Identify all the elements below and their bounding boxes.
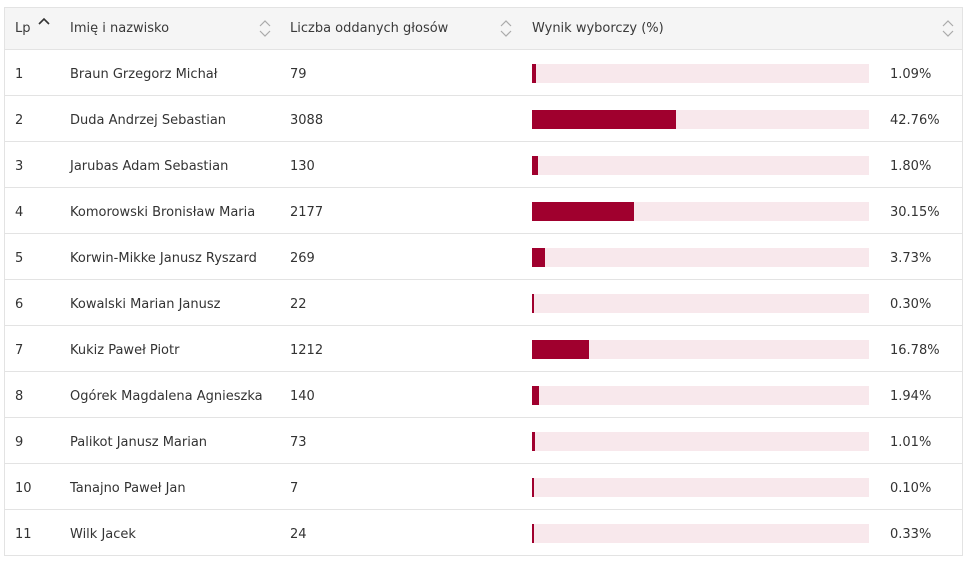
sort-ascending-icon[interactable]: [37, 15, 51, 27]
cell-lp: 3: [15, 159, 24, 174]
cell-result-percent: 1.01%: [890, 435, 932, 450]
result-bar-fill: [532, 524, 534, 543]
cell-result-percent: 42.76%: [890, 113, 940, 128]
result-bar-track: [532, 478, 869, 497]
cell-name: Duda Andrzej Sebastian: [70, 113, 227, 128]
cell-votes: 22: [290, 297, 307, 312]
cell-lp: 4: [15, 205, 24, 220]
cell-result-percent: 16.78%: [890, 343, 940, 358]
cell-name: Korwin-Mikke Janusz Ryszard: [70, 251, 257, 266]
cell-lp: 11: [15, 527, 32, 542]
table-row: 7 Kukiz Paweł Piotr 1212 16.78%: [5, 326, 962, 372]
cell-votes: 140: [290, 389, 315, 404]
cell-result-percent: 3.73%: [890, 251, 932, 266]
cell-result-percent: 30.15%: [890, 205, 940, 220]
cell-name: Kukiz Paweł Piotr: [70, 343, 180, 358]
result-bar-track: [532, 524, 869, 543]
cell-votes: 1212: [290, 343, 324, 358]
cell-result-percent: 1.80%: [890, 159, 932, 174]
cell-lp: 7: [15, 343, 24, 358]
result-bar-track: [532, 110, 869, 129]
cell-lp: 2: [15, 113, 24, 128]
result-bar-track: [532, 156, 869, 175]
cell-votes: 3088: [290, 113, 324, 128]
column-header-name[interactable]: Imię i nazwisko: [70, 8, 169, 49]
cell-lp: 1: [15, 67, 24, 82]
cell-lp: 5: [15, 251, 24, 266]
cell-result-percent: 0.30%: [890, 297, 932, 312]
result-bar-fill: [532, 64, 536, 83]
column-header-votes-label: Liczba oddanych głosów: [290, 21, 449, 36]
cell-name: Kowalski Marian Janusz: [70, 297, 221, 312]
cell-name: Palikot Janusz Marian: [70, 435, 208, 450]
cell-votes: 269: [290, 251, 315, 266]
result-bar-fill: [532, 386, 539, 405]
column-header-lp-label: Lp: [15, 21, 31, 36]
cell-votes: 2177: [290, 205, 324, 220]
cell-result-percent: 0.10%: [890, 481, 932, 496]
result-bar-track: [532, 432, 869, 451]
cell-name: Braun Grzegorz Michał: [70, 67, 218, 82]
table-row: 10 Tanajno Paweł Jan 7 0.10%: [5, 464, 962, 510]
result-bar-fill: [532, 478, 534, 497]
table-row: 4 Komorowski Bronisław Maria 2177 30.15%: [5, 188, 962, 234]
cell-name: Komorowski Bronisław Maria: [70, 205, 256, 220]
cell-result-percent: 0.33%: [890, 527, 932, 542]
result-bar-track: [532, 340, 869, 359]
cell-lp: 9: [15, 435, 24, 450]
column-header-votes[interactable]: Liczba oddanych głosów: [290, 8, 448, 49]
cell-votes: 79: [290, 67, 307, 82]
result-bar-fill: [532, 340, 589, 359]
table-row: 1 Braun Grzegorz Michał 79 1.09%: [5, 50, 962, 96]
cell-votes: 24: [290, 527, 307, 542]
table-row: 3 Jarubas Adam Sebastian 130 1.80%: [5, 142, 962, 188]
cell-votes: 73: [290, 435, 307, 450]
column-header-result[interactable]: Wynik wyborczy (%): [532, 8, 664, 49]
result-bar-fill: [532, 202, 634, 221]
cell-name: Wilk Jacek: [70, 527, 136, 542]
cell-votes: 7: [290, 481, 299, 496]
table-row: 5 Korwin-Mikke Janusz Ryszard 269 3.73%: [5, 234, 962, 280]
table-row: 6 Kowalski Marian Janusz 22 0.30%: [5, 280, 962, 326]
result-bar-track: [532, 294, 869, 313]
table-row: 9 Palikot Janusz Marian 73 1.01%: [5, 418, 962, 464]
result-bar-fill: [532, 432, 535, 451]
results-table: Lp Imię i nazwisko Liczba oddanych głosó…: [4, 7, 963, 556]
cell-result-percent: 1.94%: [890, 389, 932, 404]
result-bar-fill: [532, 294, 534, 313]
column-header-lp[interactable]: Lp: [15, 8, 31, 49]
result-bar-track: [532, 248, 869, 267]
cell-result-percent: 1.09%: [890, 67, 932, 82]
result-bar-track: [532, 202, 869, 221]
table-header: Lp Imię i nazwisko Liczba oddanych głosó…: [5, 8, 962, 50]
result-bar-fill: [532, 110, 676, 129]
table-row: 2 Duda Andrzej Sebastian 3088 42.76%: [5, 96, 962, 142]
table-body: 1 Braun Grzegorz Michał 79 1.09% 2 Duda Andrz…: [5, 50, 962, 555]
column-header-name-label: Imię i nazwisko: [70, 21, 170, 36]
result-bar-track: [532, 64, 869, 83]
cell-name: Jarubas Adam Sebastian: [70, 159, 229, 174]
table-row: 8 Ogórek Magdalena Agnieszka 140 1.94%: [5, 372, 962, 418]
cell-lp: 10: [15, 481, 32, 496]
cell-name: Tanajno Paweł Jan: [70, 481, 186, 496]
result-bar-fill: [532, 248, 545, 267]
result-bar-fill: [532, 156, 538, 175]
column-header-result-label: Wynik wyborczy (%): [532, 21, 664, 36]
table-row: 11 Wilk Jacek 24 0.33%: [5, 510, 962, 555]
sort-icon[interactable]: [500, 19, 512, 38]
result-bar-track: [532, 386, 869, 405]
cell-name: Ogórek Magdalena Agnieszka: [70, 389, 263, 404]
cell-lp: 6: [15, 297, 24, 312]
sort-icon[interactable]: [259, 19, 271, 38]
cell-lp: 8: [15, 389, 24, 404]
sort-icon[interactable]: [942, 19, 954, 38]
cell-votes: 130: [290, 159, 315, 174]
